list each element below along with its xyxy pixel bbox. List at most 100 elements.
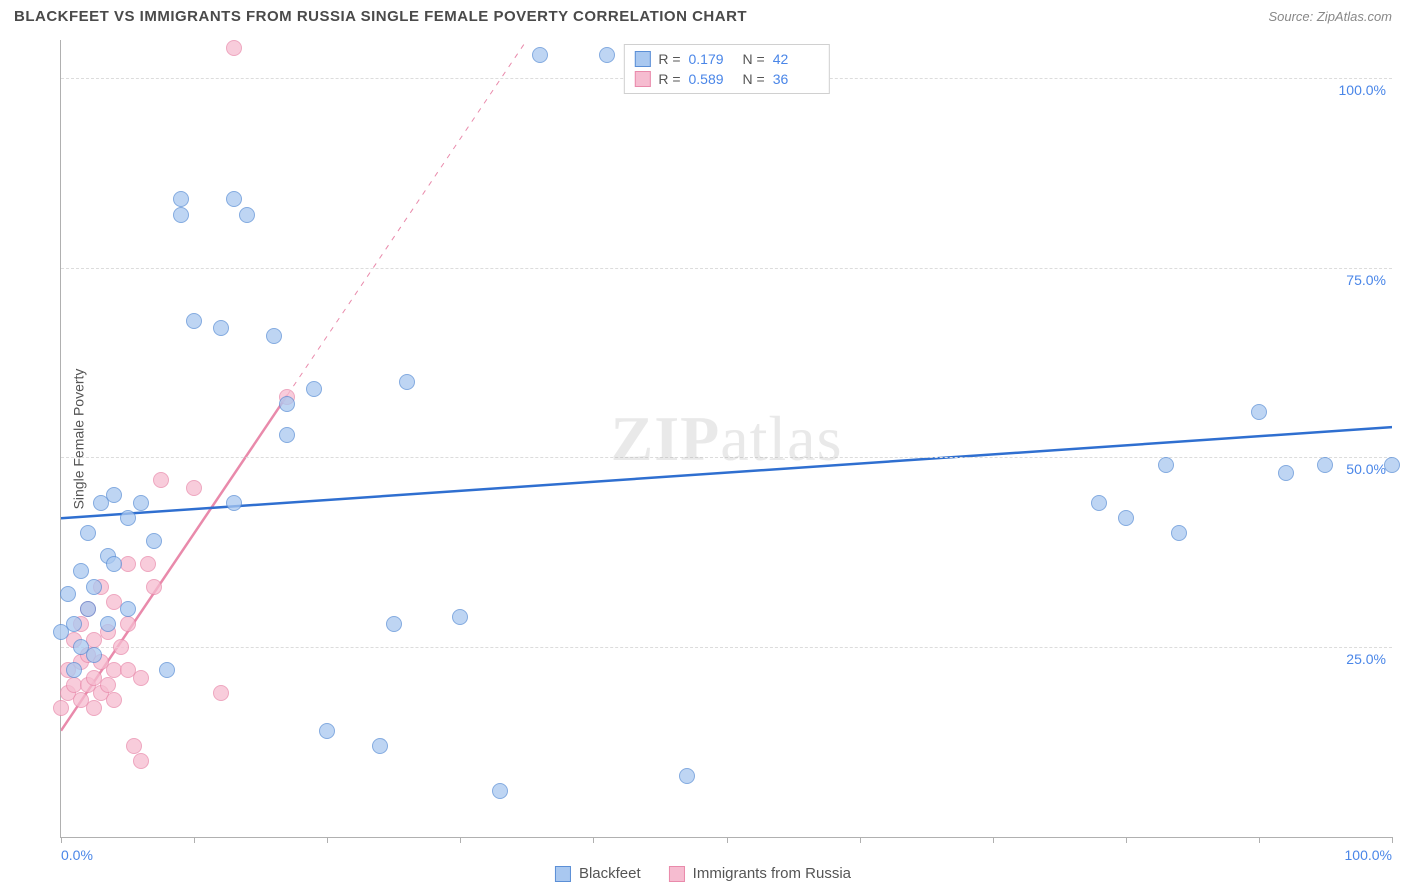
chart-container: Single Female Poverty ZIPatlas R =0.179N…: [14, 40, 1392, 838]
x-tick: [860, 837, 861, 843]
data-point: [1278, 465, 1294, 481]
y-tick-label: 25.0%: [1346, 651, 1386, 667]
data-point: [1171, 525, 1187, 541]
data-point: [86, 700, 102, 716]
data-point: [80, 601, 96, 617]
trend-line: [287, 40, 527, 395]
data-point: [492, 783, 508, 799]
data-point: [120, 616, 136, 632]
legend-swatch: [669, 866, 685, 882]
x-tick: [993, 837, 994, 843]
x-tick: [1259, 837, 1260, 843]
data-point: [213, 320, 229, 336]
gridline: [61, 647, 1392, 648]
data-point: [1118, 510, 1134, 526]
data-point: [1251, 404, 1267, 420]
data-point: [1091, 495, 1107, 511]
data-point: [306, 381, 322, 397]
data-point: [86, 579, 102, 595]
chart-source: Source: ZipAtlas.com: [1268, 9, 1392, 24]
data-point: [1317, 457, 1333, 473]
data-point: [126, 738, 142, 754]
data-point: [213, 685, 229, 701]
data-point: [173, 207, 189, 223]
data-point: [133, 670, 149, 686]
data-point: [159, 662, 175, 678]
data-point: [106, 487, 122, 503]
x-tick: [593, 837, 594, 843]
y-tick-label: 100.0%: [1339, 82, 1386, 98]
data-point: [100, 677, 116, 693]
x-tick: [1392, 837, 1393, 843]
gridline: [61, 457, 1392, 458]
data-point: [106, 556, 122, 572]
legend-stat-row: R = 0.589 N = 36: [634, 69, 818, 89]
legend-r-label: R =: [658, 71, 680, 87]
data-point: [66, 616, 82, 632]
x-tick: [460, 837, 461, 843]
legend-r-value: 0.589: [689, 71, 735, 87]
trend-lines: [61, 40, 1392, 837]
data-point: [239, 207, 255, 223]
data-point: [53, 700, 69, 716]
data-point: [399, 374, 415, 390]
legend-stats: R = 0.179 N = 42 R = 0.589 N = 36: [623, 44, 829, 94]
x-tick: [1126, 837, 1127, 843]
data-point: [186, 313, 202, 329]
legend-item: Blackfeet: [555, 865, 641, 882]
x-tick-label: 0.0%: [61, 847, 93, 863]
data-point: [599, 47, 615, 63]
watermark-rest: atlas: [720, 403, 842, 474]
data-point: [1384, 457, 1400, 473]
data-point: [153, 472, 169, 488]
data-point: [386, 616, 402, 632]
x-tick: [194, 837, 195, 843]
data-point: [532, 47, 548, 63]
x-tick: [327, 837, 328, 843]
data-point: [226, 40, 242, 56]
data-point: [266, 328, 282, 344]
legend-n-label: N =: [743, 71, 765, 87]
legend-n-value: 36: [773, 71, 819, 87]
data-point: [279, 396, 295, 412]
data-point: [120, 510, 136, 526]
data-point: [186, 480, 202, 496]
data-point: [452, 609, 468, 625]
legend-r-value: 0.179: [689, 51, 735, 67]
watermark: ZIPatlas: [611, 402, 843, 476]
data-point: [319, 723, 335, 739]
data-point: [133, 495, 149, 511]
data-point: [113, 639, 129, 655]
data-point: [146, 579, 162, 595]
trend-line: [61, 427, 1392, 518]
data-point: [226, 191, 242, 207]
legend-stat-row: R =0.179N =42: [634, 49, 818, 69]
legend-label: Immigrants from Russia: [693, 865, 851, 882]
plot-area: ZIPatlas R = 0.179 N = 42 R = 0.589 N = 36 25.0…: [60, 40, 1392, 838]
data-point: [1158, 457, 1174, 473]
data-point: [133, 753, 149, 769]
gridline: [61, 268, 1392, 269]
x-tick-label: 100.0%: [1345, 847, 1392, 863]
data-point: [120, 601, 136, 617]
data-point: [66, 662, 82, 678]
y-tick-label: 75.0%: [1346, 272, 1386, 288]
y-tick-label: 50.0%: [1346, 461, 1386, 477]
x-tick: [61, 837, 62, 843]
data-point: [86, 647, 102, 663]
data-point: [279, 427, 295, 443]
data-point: [80, 525, 96, 541]
legend-item: Immigrants from Russia: [669, 865, 851, 882]
chart-title: BLACKFEET VS IMMIGRANTS FROM RUSSIA SING…: [14, 8, 747, 25]
data-point: [106, 692, 122, 708]
legend-series: Blackfeet Immigrants from Russia: [555, 865, 851, 882]
legend-swatch: [634, 51, 650, 67]
legend-n-label: N =: [743, 51, 765, 67]
data-point: [372, 738, 388, 754]
data-point: [226, 495, 242, 511]
data-point: [73, 563, 89, 579]
legend-n-value: 42: [773, 51, 819, 67]
data-point: [100, 616, 116, 632]
legend-label: Blackfeet: [579, 865, 641, 882]
data-point: [173, 191, 189, 207]
